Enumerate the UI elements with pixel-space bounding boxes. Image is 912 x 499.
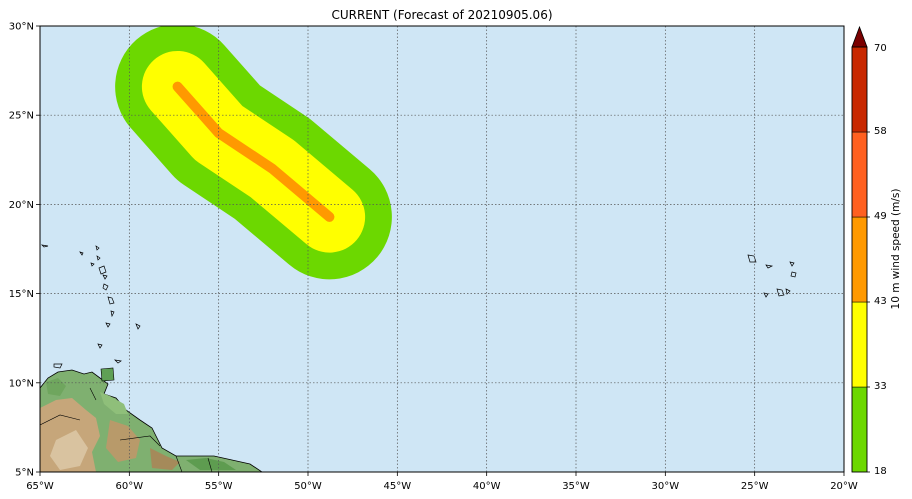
colorbar-tick-label: 58 (874, 126, 887, 137)
lat-tick-label: 5°N (15, 468, 34, 479)
colorbar-segment-58 (851, 46, 868, 133)
colorbar-tick-label: 49 (874, 211, 887, 222)
lat-tick-label: 20°N (9, 200, 34, 211)
colorbar-segment-33 (851, 301, 868, 388)
colorbar-top-label: 70 (874, 43, 887, 54)
colorbar-extend-arrow (851, 25, 868, 48)
colorbar-label: 10 m wind speed (m/s) (890, 189, 902, 310)
swath-band-43 (172, 81, 335, 222)
lat-tick-label: 25°N (9, 111, 34, 122)
colorbar-tick-label: 18 (874, 466, 887, 477)
map-title: CURRENT (Forecast of 20210905.06) (331, 8, 552, 22)
lon-tick-label: 30°W (652, 481, 680, 492)
longitude-axis: 65°W 60°W 55°W 50°W 45°W 40°W 35°W 30°W 25°W 20°W (26, 472, 858, 492)
south-america-landmass (40, 367, 263, 472)
lon-tick-label: 40°W (473, 481, 501, 492)
map-area: 65°W 60°W 55°W 50°W 45°W 40°W 35°W 30°W 25°W 20°W… (9, 22, 858, 493)
lat-tick-label: 10°N (9, 378, 34, 389)
lon-tick-label: 25°W (741, 481, 769, 492)
lat-tick-label: 15°N (9, 289, 34, 300)
lon-tick-label: 35°W (562, 481, 590, 492)
colorbar-segment-18 (851, 386, 868, 473)
lon-tick-label: 50°W (294, 481, 322, 492)
colorbar-tick-label: 33 (874, 381, 887, 392)
colorbar-frame (851, 46, 868, 473)
lat-tick-label: 30°N (9, 22, 34, 33)
gridlines (40, 26, 844, 472)
colorbar-segment-43 (851, 216, 868, 303)
lon-tick-label: 60°W (116, 481, 144, 492)
latitude-axis: 5°N 10°N 15°N 20°N 25°N 30°N (9, 22, 40, 479)
colorbar-segment-49 (851, 131, 868, 218)
lon-tick-label: 20°W (830, 481, 858, 492)
wind-swath (115, 26, 392, 280)
lon-tick-label: 65°W (26, 481, 54, 492)
colorbar: 18 33 43 49 58 70 10 m wind speed (m/s) (851, 25, 902, 477)
lon-tick-label: 55°W (205, 481, 233, 492)
caribbean-islands (40, 244, 797, 369)
map-frame (39, 25, 845, 473)
colorbar-tick-label: 43 (874, 296, 887, 307)
lon-tick-label: 45°W (384, 481, 412, 492)
